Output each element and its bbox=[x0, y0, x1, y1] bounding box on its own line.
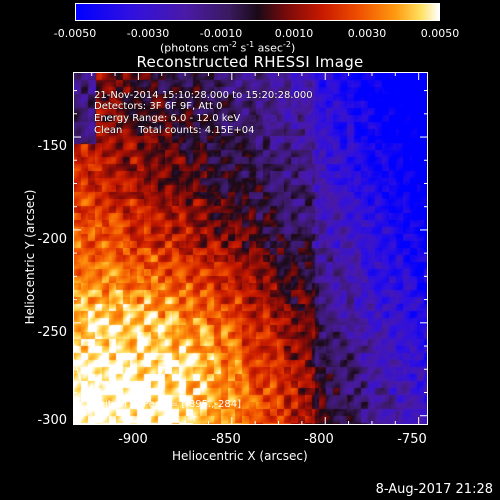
colorbar-tick: 0.0050 bbox=[420, 27, 460, 40]
colorbar-unit-label: (photons cm-2 s-1 asec-2) bbox=[160, 40, 296, 55]
colorbar-tick: -0.0050 bbox=[53, 27, 97, 40]
annotation-counts: Clean Total counts: 4.15E+04 bbox=[94, 125, 255, 136]
y-tick-label: -200 bbox=[37, 232, 67, 247]
x-axis-label: Heliocentric X (arcsec) bbox=[172, 449, 308, 463]
solar-limb-line bbox=[74, 358, 95, 424]
annotation-detectors: Detectors: 3F 6F 9F, Att 0 bbox=[94, 101, 223, 112]
colorbar-tick: 0.0010 bbox=[274, 27, 314, 40]
x-tick-label: -900 bbox=[118, 432, 148, 447]
x-tick-label: -850 bbox=[211, 432, 241, 447]
y-tick-label: -150 bbox=[37, 139, 67, 154]
y-tick-label: -250 bbox=[37, 325, 67, 340]
colorbar-tick: 0.0030 bbox=[347, 27, 387, 40]
plot-area: 21-Nov-2014 15:10:28.000 to 15:20:28.000… bbox=[73, 72, 428, 425]
y-tick-label: -300 bbox=[37, 413, 67, 428]
x-tick-label: -800 bbox=[304, 432, 334, 447]
colorbar-tick: -0.0010 bbox=[199, 27, 243, 40]
chart-title: Reconstructed RHESSI Image bbox=[136, 53, 364, 71]
date-stamp: 8-Aug-2017 21:28 bbox=[375, 482, 493, 497]
y-axis-label: Heliocentric Y (arcsec) bbox=[23, 189, 37, 325]
x-tick-label: -750 bbox=[397, 432, 427, 447]
heatmap-image bbox=[74, 73, 427, 424]
annotation-energy-range: Energy Range: 6.0 - 12.0 keV bbox=[94, 113, 241, 124]
annotation-peak-position: Position of Peak = [-895.,-284] bbox=[88, 399, 241, 410]
annotation-time-range: 21-Nov-2014 15:10:28.000 to 15:20:28.000 bbox=[94, 90, 313, 101]
colorbar bbox=[75, 3, 440, 21]
colorbar-tick: -0.0030 bbox=[126, 27, 170, 40]
plot-overlay bbox=[74, 358, 95, 424]
